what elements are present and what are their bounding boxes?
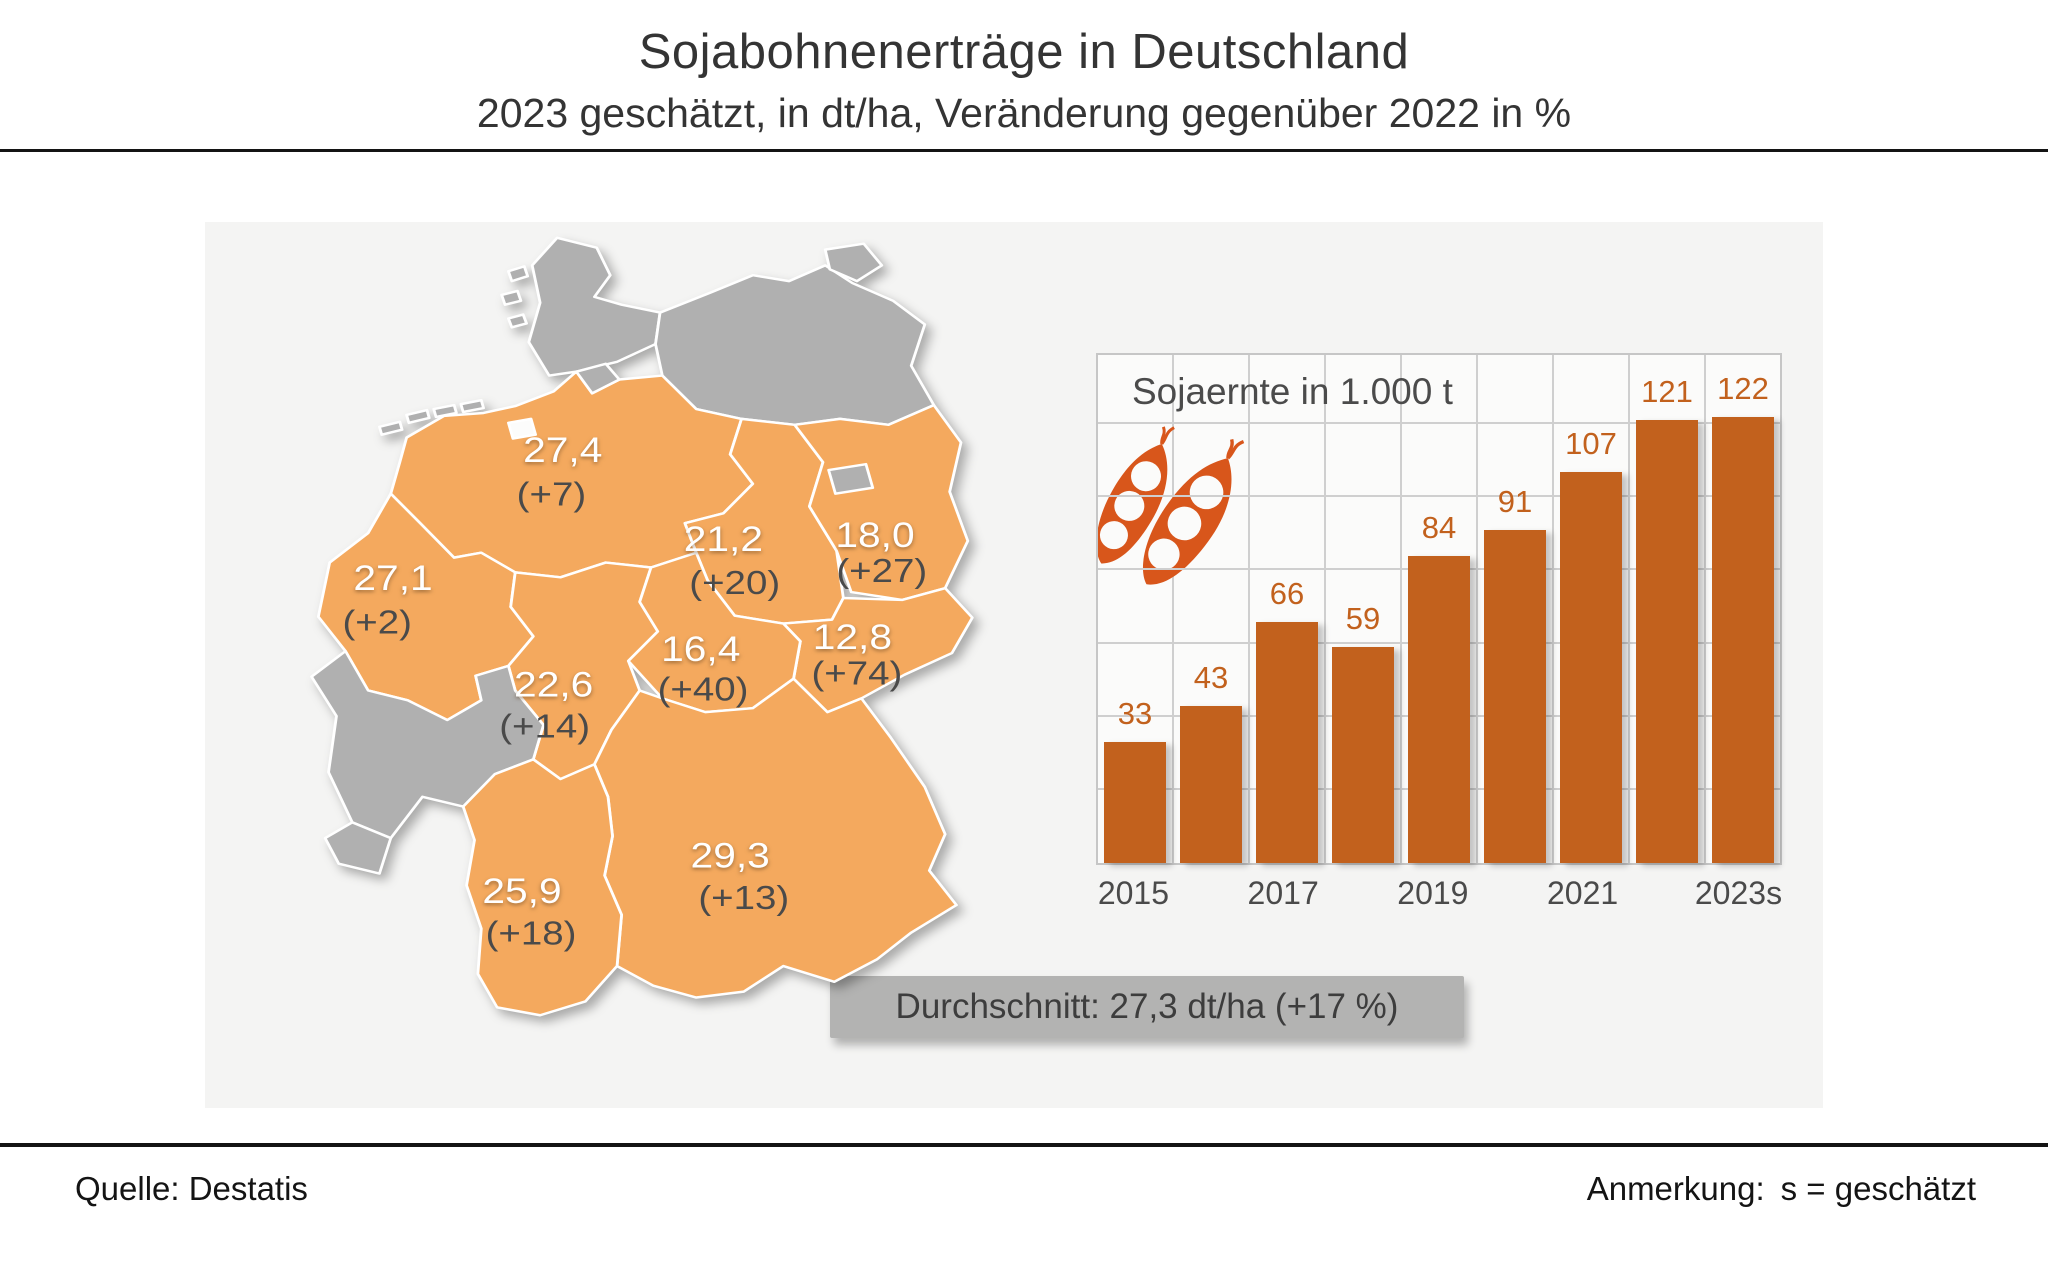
x-axis-tick-label xyxy=(1321,875,1396,912)
soy-harvest-chart: Sojaernte in 1.000 t xyxy=(1096,353,1782,913)
chart-column: 107 xyxy=(1554,355,1630,863)
soy-harvest-chart-plot: Sojaernte in 1.000 t xyxy=(1096,353,1782,865)
region-change: (+14) xyxy=(499,707,590,745)
region-label-baden-wuerttemberg: 25,9 (+18) xyxy=(482,871,576,951)
chart-column: 121 xyxy=(1630,355,1706,863)
gridline xyxy=(1098,422,1780,424)
germany-map: 27,4 (+7) 27,1 (+2) 21,2 (+20) 18,0 (+27… xyxy=(310,236,974,1017)
region-value: 16,4 xyxy=(661,629,740,669)
state-bremen xyxy=(507,417,538,440)
region-label-sachsen: 12,8 (+74) xyxy=(811,618,902,692)
state-hamburg xyxy=(574,362,621,395)
bar-value-label: 59 xyxy=(1345,601,1381,636)
x-axis-tick-label: 2021 xyxy=(1546,875,1619,911)
chart-column: 66 xyxy=(1250,355,1326,863)
state-schleswig-holstein xyxy=(527,236,662,377)
source-note: Quelle: Destatis xyxy=(75,1170,308,1207)
page-subtitle: 2023 geschätzt, in dt/ha, Veränderung ge… xyxy=(476,90,1572,136)
region-value: 29,3 xyxy=(691,836,770,876)
region-value: 27,1 xyxy=(353,559,432,599)
chart-bar xyxy=(1104,742,1166,863)
state-mecklenburg-vorpommern xyxy=(654,264,936,427)
state-brandenburg xyxy=(793,403,970,602)
region-label-nordrhein-westfalen: 27,1 (+2) xyxy=(342,559,432,641)
region-change: (+7) xyxy=(517,475,586,513)
chart-column: 91 xyxy=(1478,355,1554,863)
chart-bar xyxy=(1636,420,1698,863)
bar-value-label: 43 xyxy=(1193,660,1229,695)
island-ruegen xyxy=(823,242,884,283)
chart-bar xyxy=(1484,530,1546,863)
region-change: (+20) xyxy=(689,563,780,601)
chart-bar xyxy=(1256,622,1318,863)
x-axis-tick-label: 2017 xyxy=(1247,875,1319,911)
x-axis-tick-label: 2015 xyxy=(1097,875,1170,911)
bar-value-label: 66 xyxy=(1269,576,1305,611)
chart-column: 59 xyxy=(1326,355,1402,863)
region-change: (+2) xyxy=(342,603,411,641)
region-change: (+40) xyxy=(658,670,749,708)
region-label-bayern: 29,3 (+13) xyxy=(691,836,790,916)
north-frisian-islands xyxy=(500,265,530,329)
bar-value-label: 122 xyxy=(1717,371,1769,406)
x-axis-tick-label xyxy=(1470,875,1545,912)
chart-column: 43 xyxy=(1174,355,1250,863)
chart-column: 33 xyxy=(1098,355,1174,863)
header-divider xyxy=(0,149,2048,152)
x-axis-tick-label xyxy=(1171,875,1246,912)
x-axis-tick-label: 2023s xyxy=(1694,875,1783,911)
bar-value-label: 91 xyxy=(1497,484,1533,519)
bar-value-label: 84 xyxy=(1421,510,1457,545)
state-bayern xyxy=(593,677,958,999)
region-label-thueringen: 16,4 (+40) xyxy=(658,629,749,707)
state-baden-wuerttemberg xyxy=(461,758,623,1017)
region-change: (+18) xyxy=(486,914,577,952)
region-value: 21,2 xyxy=(684,519,763,559)
region-change: (+13) xyxy=(698,878,789,916)
average-banner: Durchschnitt: 27,3 dt/ha (+17 %) xyxy=(830,976,1464,1038)
chart-title: Sojaernte in 1.000 t xyxy=(1132,371,1453,412)
x-axis-labels: 2015 2017 2019 2021 2023s xyxy=(1096,875,1782,912)
chart-bar xyxy=(1408,556,1470,863)
chart-bar xyxy=(1712,417,1774,863)
gridline xyxy=(1098,495,1780,497)
region-label-sachsen-anhalt: 21,2 (+20) xyxy=(684,519,780,601)
chart-bar xyxy=(1332,647,1394,863)
chart-column: 84 xyxy=(1402,355,1478,863)
east-frisian-islands xyxy=(378,398,485,436)
region-label-brandenburg: 18,0 (+27) xyxy=(835,515,927,589)
state-berlin xyxy=(827,462,875,495)
annotation-text: s = geschätzt xyxy=(1780,1170,1976,1207)
bar-value-label: 121 xyxy=(1641,374,1693,409)
region-value: 25,9 xyxy=(482,871,561,911)
bar-value-label: 33 xyxy=(1117,696,1153,731)
chart-bar xyxy=(1560,472,1622,863)
state-saarland xyxy=(323,821,393,875)
region-change: (+74) xyxy=(811,654,902,692)
chart-column: 122 xyxy=(1706,355,1780,863)
page-title: Sojabohnenerträge in Deutschland xyxy=(638,25,1410,79)
region-value: 27,4 xyxy=(523,431,602,471)
annotation-note: Anmerkung: s = geschätzt xyxy=(1587,1170,1976,1208)
x-axis-tick-label: 2019 xyxy=(1397,875,1469,911)
region-change: (+27) xyxy=(836,552,927,590)
footer-divider xyxy=(0,1143,2048,1147)
region-value: 22,6 xyxy=(514,665,593,705)
annotation-label: Anmerkung: xyxy=(1586,1170,1765,1207)
region-value: 18,0 xyxy=(835,515,914,555)
x-axis-tick-label xyxy=(1620,875,1695,912)
region-label-niedersachsen: 27,4 (+7) xyxy=(517,431,603,513)
chart-bar xyxy=(1180,706,1242,863)
region-label-hessen: 22,6 (+14) xyxy=(499,665,593,745)
region-value: 12,8 xyxy=(813,618,892,658)
bar-value-label: 107 xyxy=(1565,426,1617,461)
